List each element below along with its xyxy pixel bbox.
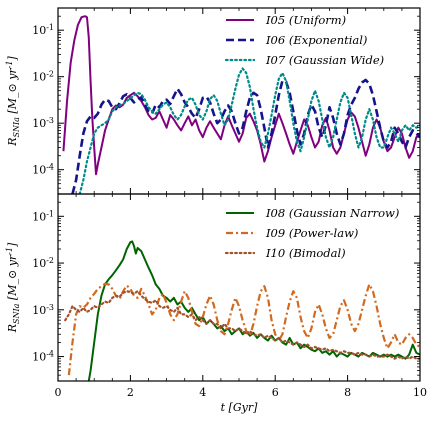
series-line-i06 (71, 78, 420, 194)
legend: I08 (Gaussian Narrow) I09 (Power-law) I10 … (224, 206, 399, 260)
legend-label: I09 (Power-law) (265, 226, 358, 240)
legend: I05 (Uniform) I06 (Exponential) I07 (Gauss… (224, 13, 384, 67)
x-tick-label: 4 (199, 386, 206, 399)
y-tick-label: 10-4 (32, 350, 54, 364)
legend-label: I10 (Bimodal) (265, 246, 346, 260)
series-line-i07 (78, 67, 420, 194)
legend-label: I07 (Gaussian Wide) (265, 53, 384, 67)
series-line-i08 (87, 240, 420, 381)
x-axis-label: t [Gyr] (221, 401, 258, 414)
x-tick-label: 10 (413, 386, 427, 399)
bottom-panel: 10-4 10-3 10-2 10-1 0 2 4 6 8 10 RSNIa [M_⊙ yr-1] I… (5, 193, 427, 399)
y-tick-label: 10-3 (32, 116, 54, 130)
y-axis-label: RSNIa [M_⊙ yr-1] (5, 56, 21, 147)
series-line-i10 (64, 290, 420, 360)
y-tick-label: 10-2 (32, 256, 54, 270)
x-tick-label: 0 (55, 386, 62, 399)
series-line-i09 (67, 282, 420, 376)
top-panel: 10-4 10-3 10-2 10-1 RSNIa [M_⊙ yr-1] I05 (Uni… (5, 7, 421, 195)
y-tick-label: 10-2 (32, 70, 54, 84)
x-tick-label: 6 (272, 386, 279, 399)
y-tick-label: 10-3 (32, 303, 54, 317)
y-axis-label: RSNIa [M_⊙ yr-1] (5, 242, 21, 333)
y-tick-label: 10-1 (32, 23, 54, 37)
y-tick-label: 10-4 (32, 163, 54, 177)
legend-label: I06 (Exponential) (265, 33, 367, 47)
x-tick-label: 8 (344, 386, 351, 399)
series-line-i05 (62, 15, 420, 176)
plot-area (62, 15, 420, 194)
y-tick-label: 10-1 (32, 209, 54, 223)
legend-label: I08 (Gaussian Narrow) (265, 206, 399, 220)
x-tick-label: 2 (127, 386, 134, 399)
legend-label: I05 (Uniform) (265, 13, 346, 27)
plot-area (64, 240, 420, 381)
